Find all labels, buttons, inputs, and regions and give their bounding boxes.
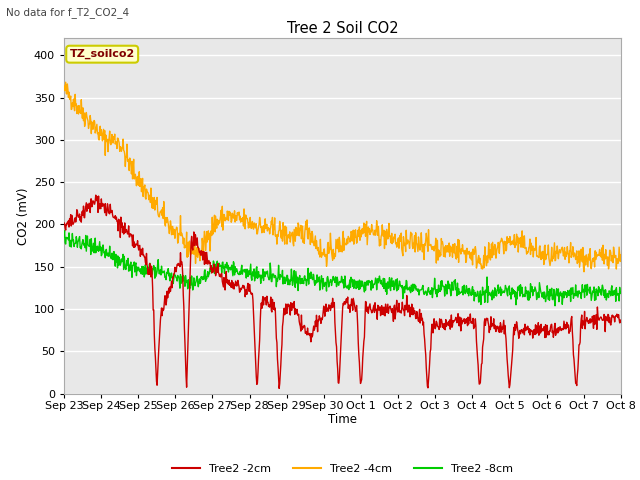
Line: Tree2 -4cm: Tree2 -4cm	[64, 82, 621, 272]
Tree2 -2cm	[60, 220, 68, 226]
Tree2 -2cm	[118, 224, 125, 230]
Y-axis label: CO2 (mV): CO2 (mV)	[17, 187, 29, 245]
Tree2 -8cm	[551, 303, 559, 309]
Tree2 -4cm	[118, 148, 125, 154]
Tree2 -2cm	[506, 385, 513, 391]
Tree2 -8cm	[306, 272, 314, 278]
Tree2 -8cm	[505, 286, 513, 291]
Tree2 -4cm	[495, 241, 502, 247]
Line: Tree2 -2cm: Tree2 -2cm	[64, 195, 621, 388]
Tree2 -2cm	[92, 192, 100, 198]
Text: TZ_soilco2: TZ_soilco2	[70, 49, 135, 60]
Tree2 -4cm	[505, 240, 513, 245]
Tree2 -8cm	[61, 228, 68, 234]
Line: Tree2 -8cm: Tree2 -8cm	[64, 231, 621, 306]
Tree2 -4cm	[62, 79, 70, 85]
Tree2 -4cm	[60, 84, 68, 89]
Tree2 -4cm	[443, 249, 451, 255]
X-axis label: Time: Time	[328, 413, 357, 426]
Tree2 -8cm	[495, 290, 502, 296]
Tree2 -2cm	[444, 320, 451, 326]
Legend: Tree2 -2cm, Tree2 -4cm, Tree2 -8cm: Tree2 -2cm, Tree2 -4cm, Tree2 -8cm	[168, 459, 517, 479]
Tree2 -4cm	[286, 229, 294, 235]
Tree2 -8cm	[60, 234, 68, 240]
Tree2 -8cm	[118, 256, 125, 262]
Tree2 -8cm	[617, 289, 625, 295]
Tree2 -2cm	[307, 334, 314, 339]
Tree2 -4cm	[617, 252, 625, 258]
Tree2 -2cm	[617, 320, 625, 325]
Tree2 -8cm	[286, 282, 294, 288]
Tree2 -4cm	[306, 228, 314, 234]
Tree2 -8cm	[443, 291, 451, 297]
Tree2 -2cm	[495, 324, 503, 329]
Title: Tree 2 Soil CO2: Tree 2 Soil CO2	[287, 21, 398, 36]
Tree2 -4cm	[580, 269, 588, 275]
Text: No data for f_T2_CO2_4: No data for f_T2_CO2_4	[6, 7, 129, 18]
Tree2 -2cm	[275, 385, 283, 391]
Tree2 -2cm	[287, 312, 294, 318]
